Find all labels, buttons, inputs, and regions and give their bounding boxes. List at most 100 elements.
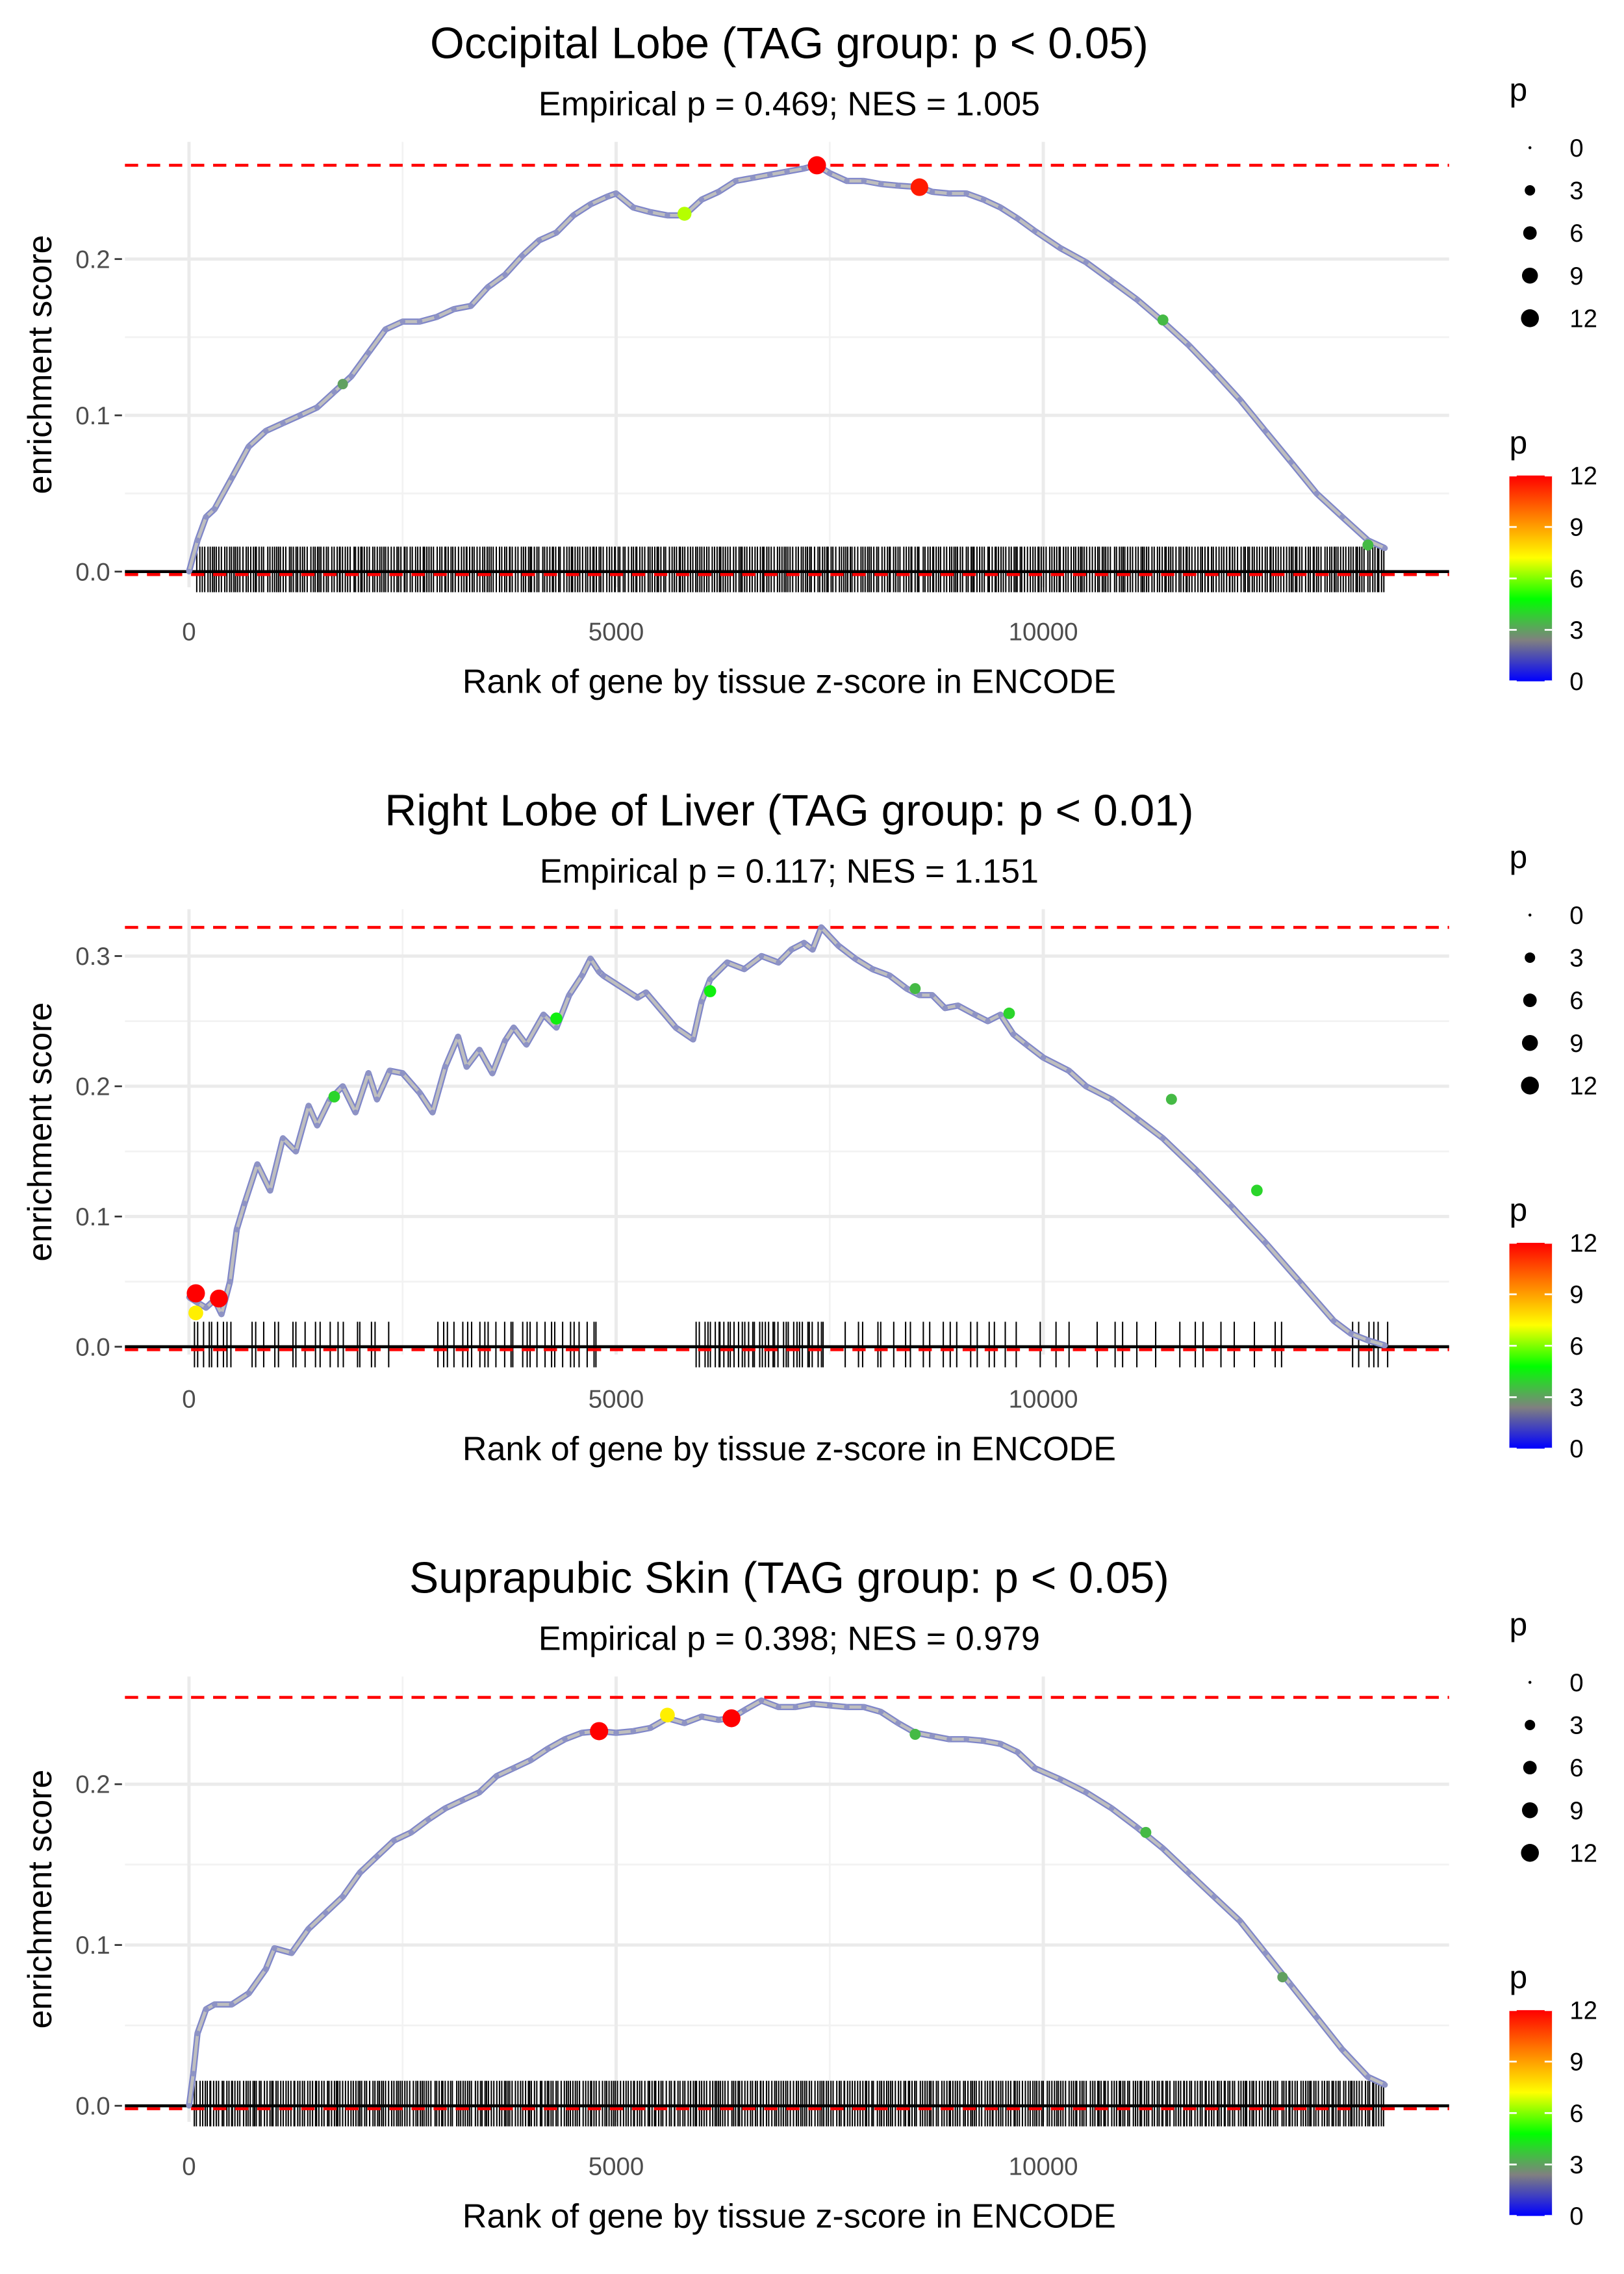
es-point <box>263 1966 269 1973</box>
es-point <box>844 178 850 184</box>
es-point <box>1134 1116 1141 1122</box>
color-legend-label: 3 <box>1569 2151 1583 2179</box>
es-point <box>408 1830 414 1835</box>
es-curve-shadow <box>186 162 1387 573</box>
gene-point <box>1003 1007 1015 1019</box>
es-point <box>511 1025 516 1031</box>
es-point <box>218 1311 225 1318</box>
es-point <box>998 205 1004 211</box>
y-axis-title: enrichment score <box>21 1003 59 1262</box>
es-point <box>365 350 372 356</box>
es-point <box>861 178 867 184</box>
es-point <box>1194 1168 1200 1174</box>
es-point <box>1015 215 1021 222</box>
es-point <box>288 1950 295 1956</box>
es-point <box>647 1725 653 1731</box>
x-axis-title: Rank of gene by tissue z-score in ENCODE <box>463 663 1116 701</box>
es-point <box>630 1728 637 1734</box>
gene-point <box>550 1012 563 1025</box>
gene-point <box>1140 1826 1152 1838</box>
es-point <box>579 973 585 978</box>
es-point <box>353 1109 359 1116</box>
es-point <box>442 1064 448 1070</box>
gene-point <box>704 985 717 997</box>
size-legend-label: 6 <box>1569 220 1583 248</box>
es-point <box>972 1012 978 1017</box>
x-tick-label: 0 <box>182 618 196 646</box>
es-point <box>895 1720 901 1726</box>
es-point <box>297 412 303 418</box>
es-point <box>809 947 816 952</box>
gene-point <box>590 1722 609 1741</box>
chart-title: Occipital Lobe (TAG group: p < 0.05) <box>430 19 1148 68</box>
es-point <box>229 475 235 481</box>
es-point <box>600 973 607 978</box>
chart-panel: Suprapubic Skin (TAG group: p < 0.05) Emp… <box>21 1553 1597 2235</box>
size-legend-dot <box>1528 913 1532 917</box>
es-point <box>545 1746 551 1752</box>
es-point <box>587 956 594 962</box>
size-legend-label: 6 <box>1569 987 1583 1015</box>
color-legend-label: 6 <box>1569 1333 1583 1361</box>
es-point <box>524 1041 529 1048</box>
es-point <box>455 1034 461 1040</box>
es-point <box>476 1047 483 1053</box>
es-point <box>536 237 542 244</box>
es-point <box>929 188 935 195</box>
chart-panel: Right Lobe of Liver (TAG group: p < 0.01… <box>21 786 1597 1468</box>
es-point <box>190 2071 196 2076</box>
size-legend-dot <box>1525 1719 1536 1731</box>
es-point <box>1262 1240 1269 1246</box>
es-point <box>929 992 935 998</box>
es-point <box>643 990 649 995</box>
es-point <box>1058 245 1063 251</box>
es-point <box>758 953 765 959</box>
size-legend-title: p <box>1510 1606 1528 1642</box>
es-point <box>665 212 670 218</box>
y-axis-title: enrichment score <box>21 235 59 494</box>
color-legend-title: p <box>1510 1959 1528 1995</box>
es-point <box>1058 1776 1063 1783</box>
es-point <box>784 168 790 175</box>
x-tick-label: 5000 <box>589 618 644 646</box>
es-point <box>203 1305 209 1310</box>
es-point <box>767 172 773 178</box>
es-point <box>434 314 440 320</box>
es-point <box>305 1103 312 1109</box>
color-legend-label: 12 <box>1569 1229 1597 1257</box>
es-point <box>724 960 730 965</box>
es-point <box>1228 1203 1234 1209</box>
es-point <box>570 212 577 218</box>
x-tick-label: 0 <box>182 1385 196 1413</box>
es-point <box>826 1702 833 1709</box>
es-point <box>716 188 722 195</box>
es-point <box>562 1736 568 1743</box>
size-legend-label: 12 <box>1569 1839 1597 1867</box>
es-point <box>1134 1824 1141 1831</box>
es-curve <box>187 1698 1386 2106</box>
es-point <box>1339 2047 1345 2052</box>
es-point <box>203 2006 209 2012</box>
es-point <box>955 1003 961 1008</box>
es-point <box>1032 1765 1038 1771</box>
y-tick-label: 0.2 <box>75 1771 110 1799</box>
size-legend-label: 0 <box>1569 1669 1583 1697</box>
es-point <box>887 973 893 978</box>
es-point <box>212 2001 218 2008</box>
color-legend-label: 6 <box>1569 2100 1583 2128</box>
es-point <box>741 1707 748 1713</box>
size-legend-dot <box>1525 185 1536 196</box>
size-legend-label: 9 <box>1569 1030 1583 1058</box>
es-point <box>254 1161 260 1168</box>
size-legend: p 0 3 6 9 12 <box>1510 1606 1598 1867</box>
es-point <box>1211 1894 1217 1900</box>
es-point <box>527 1757 534 1763</box>
gene-point <box>660 1707 675 1723</box>
es-point <box>553 1025 559 1031</box>
es-point <box>442 1805 448 1811</box>
es-point <box>844 1704 850 1710</box>
es-curve <box>188 925 1386 1348</box>
es-point <box>331 389 337 395</box>
chart-title: Right Lobe of Liver (TAG group: p < 0.01… <box>385 786 1193 835</box>
es-point <box>540 1012 547 1017</box>
